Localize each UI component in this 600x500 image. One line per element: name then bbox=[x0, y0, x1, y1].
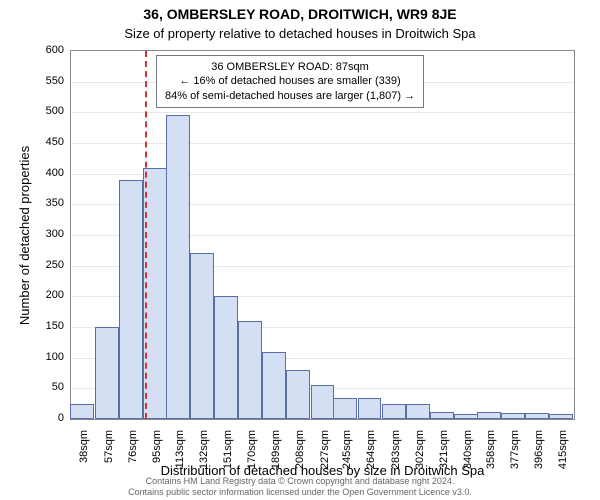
x-tick-label: 415sqm bbox=[557, 430, 569, 480]
x-tick-label: 340sqm bbox=[462, 430, 474, 480]
x-tick-label: 170sqm bbox=[246, 430, 258, 480]
histogram-bar bbox=[190, 253, 214, 419]
histogram-bar bbox=[454, 414, 478, 419]
histogram-bar bbox=[70, 404, 94, 419]
x-tick-label: 245sqm bbox=[341, 430, 353, 480]
y-tick-label: 550 bbox=[34, 75, 64, 87]
x-tick-label: 151sqm bbox=[222, 430, 234, 480]
y-tick-label: 300 bbox=[34, 228, 64, 240]
x-tick-label: 227sqm bbox=[319, 430, 331, 480]
x-tick-label: 189sqm bbox=[270, 430, 282, 480]
x-tick-label: 264sqm bbox=[365, 430, 377, 480]
sub-title: Size of property relative to detached ho… bbox=[0, 26, 600, 41]
x-tick-label: 208sqm bbox=[294, 430, 306, 480]
histogram-bar bbox=[286, 370, 310, 419]
chart-container: 36, OMBERSLEY ROAD, DROITWICH, WR9 8JE S… bbox=[0, 0, 600, 500]
histogram-bar bbox=[382, 404, 406, 419]
histogram-bar bbox=[238, 321, 262, 419]
y-tick-label: 500 bbox=[34, 105, 64, 117]
info-box-line-1: 36 OMBERSLEY ROAD: 87sqm bbox=[165, 60, 415, 74]
footer-line-2: Contains public sector information licen… bbox=[0, 487, 600, 498]
y-tick-label: 450 bbox=[34, 136, 64, 148]
histogram-bar bbox=[406, 404, 430, 419]
histogram-bar bbox=[119, 180, 143, 419]
x-tick-label: 76sqm bbox=[127, 430, 139, 480]
y-tick-label: 0 bbox=[34, 412, 64, 424]
histogram-bar bbox=[525, 413, 549, 419]
x-tick-label: 57sqm bbox=[103, 430, 115, 480]
y-tick-label: 350 bbox=[34, 197, 64, 209]
x-tick-label: 38sqm bbox=[78, 430, 90, 480]
histogram-bar bbox=[166, 115, 190, 419]
y-tick-label: 400 bbox=[34, 167, 64, 179]
x-tick-label: 283sqm bbox=[390, 430, 402, 480]
property-marker-line bbox=[145, 51, 147, 419]
histogram-bar bbox=[311, 385, 335, 419]
y-tick-label: 100 bbox=[34, 351, 64, 363]
y-tick-label: 200 bbox=[34, 289, 64, 301]
plot-area: 36 OMBERSLEY ROAD: 87sqm← 16% of detache… bbox=[70, 50, 575, 420]
histogram-bar bbox=[262, 352, 286, 419]
x-tick-label: 302sqm bbox=[414, 430, 426, 480]
x-tick-label: 113sqm bbox=[174, 430, 186, 480]
histogram-bar bbox=[477, 412, 501, 419]
y-tick-label: 50 bbox=[34, 381, 64, 393]
histogram-bar bbox=[549, 414, 573, 419]
info-box-line-3: 84% of semi-detached houses are larger (… bbox=[165, 89, 415, 103]
main-title: 36, OMBERSLEY ROAD, DROITWICH, WR9 8JE bbox=[0, 6, 600, 22]
histogram-bar bbox=[333, 398, 357, 419]
x-tick-label: 95sqm bbox=[151, 430, 163, 480]
histogram-bar bbox=[430, 412, 454, 419]
info-box-line-2: ← 16% of detached houses are smaller (33… bbox=[165, 74, 415, 88]
x-tick-label: 358sqm bbox=[485, 430, 497, 480]
y-tick-label: 150 bbox=[34, 320, 64, 332]
histogram-bar bbox=[358, 398, 382, 419]
histogram-bar bbox=[95, 327, 119, 419]
y-tick-label: 600 bbox=[34, 44, 64, 56]
x-tick-label: 321sqm bbox=[438, 430, 450, 480]
histogram-bar bbox=[214, 296, 238, 419]
info-box: 36 OMBERSLEY ROAD: 87sqm← 16% of detache… bbox=[156, 55, 424, 108]
y-axis-label: Number of detached properties bbox=[18, 145, 33, 324]
y-axis-label-wrap: Number of detached properties bbox=[18, 50, 32, 420]
histogram-bar bbox=[501, 413, 525, 419]
x-tick-label: 132sqm bbox=[198, 430, 210, 480]
x-tick-label: 377sqm bbox=[509, 430, 521, 480]
x-tick-label: 396sqm bbox=[533, 430, 545, 480]
y-tick-label: 250 bbox=[34, 259, 64, 271]
